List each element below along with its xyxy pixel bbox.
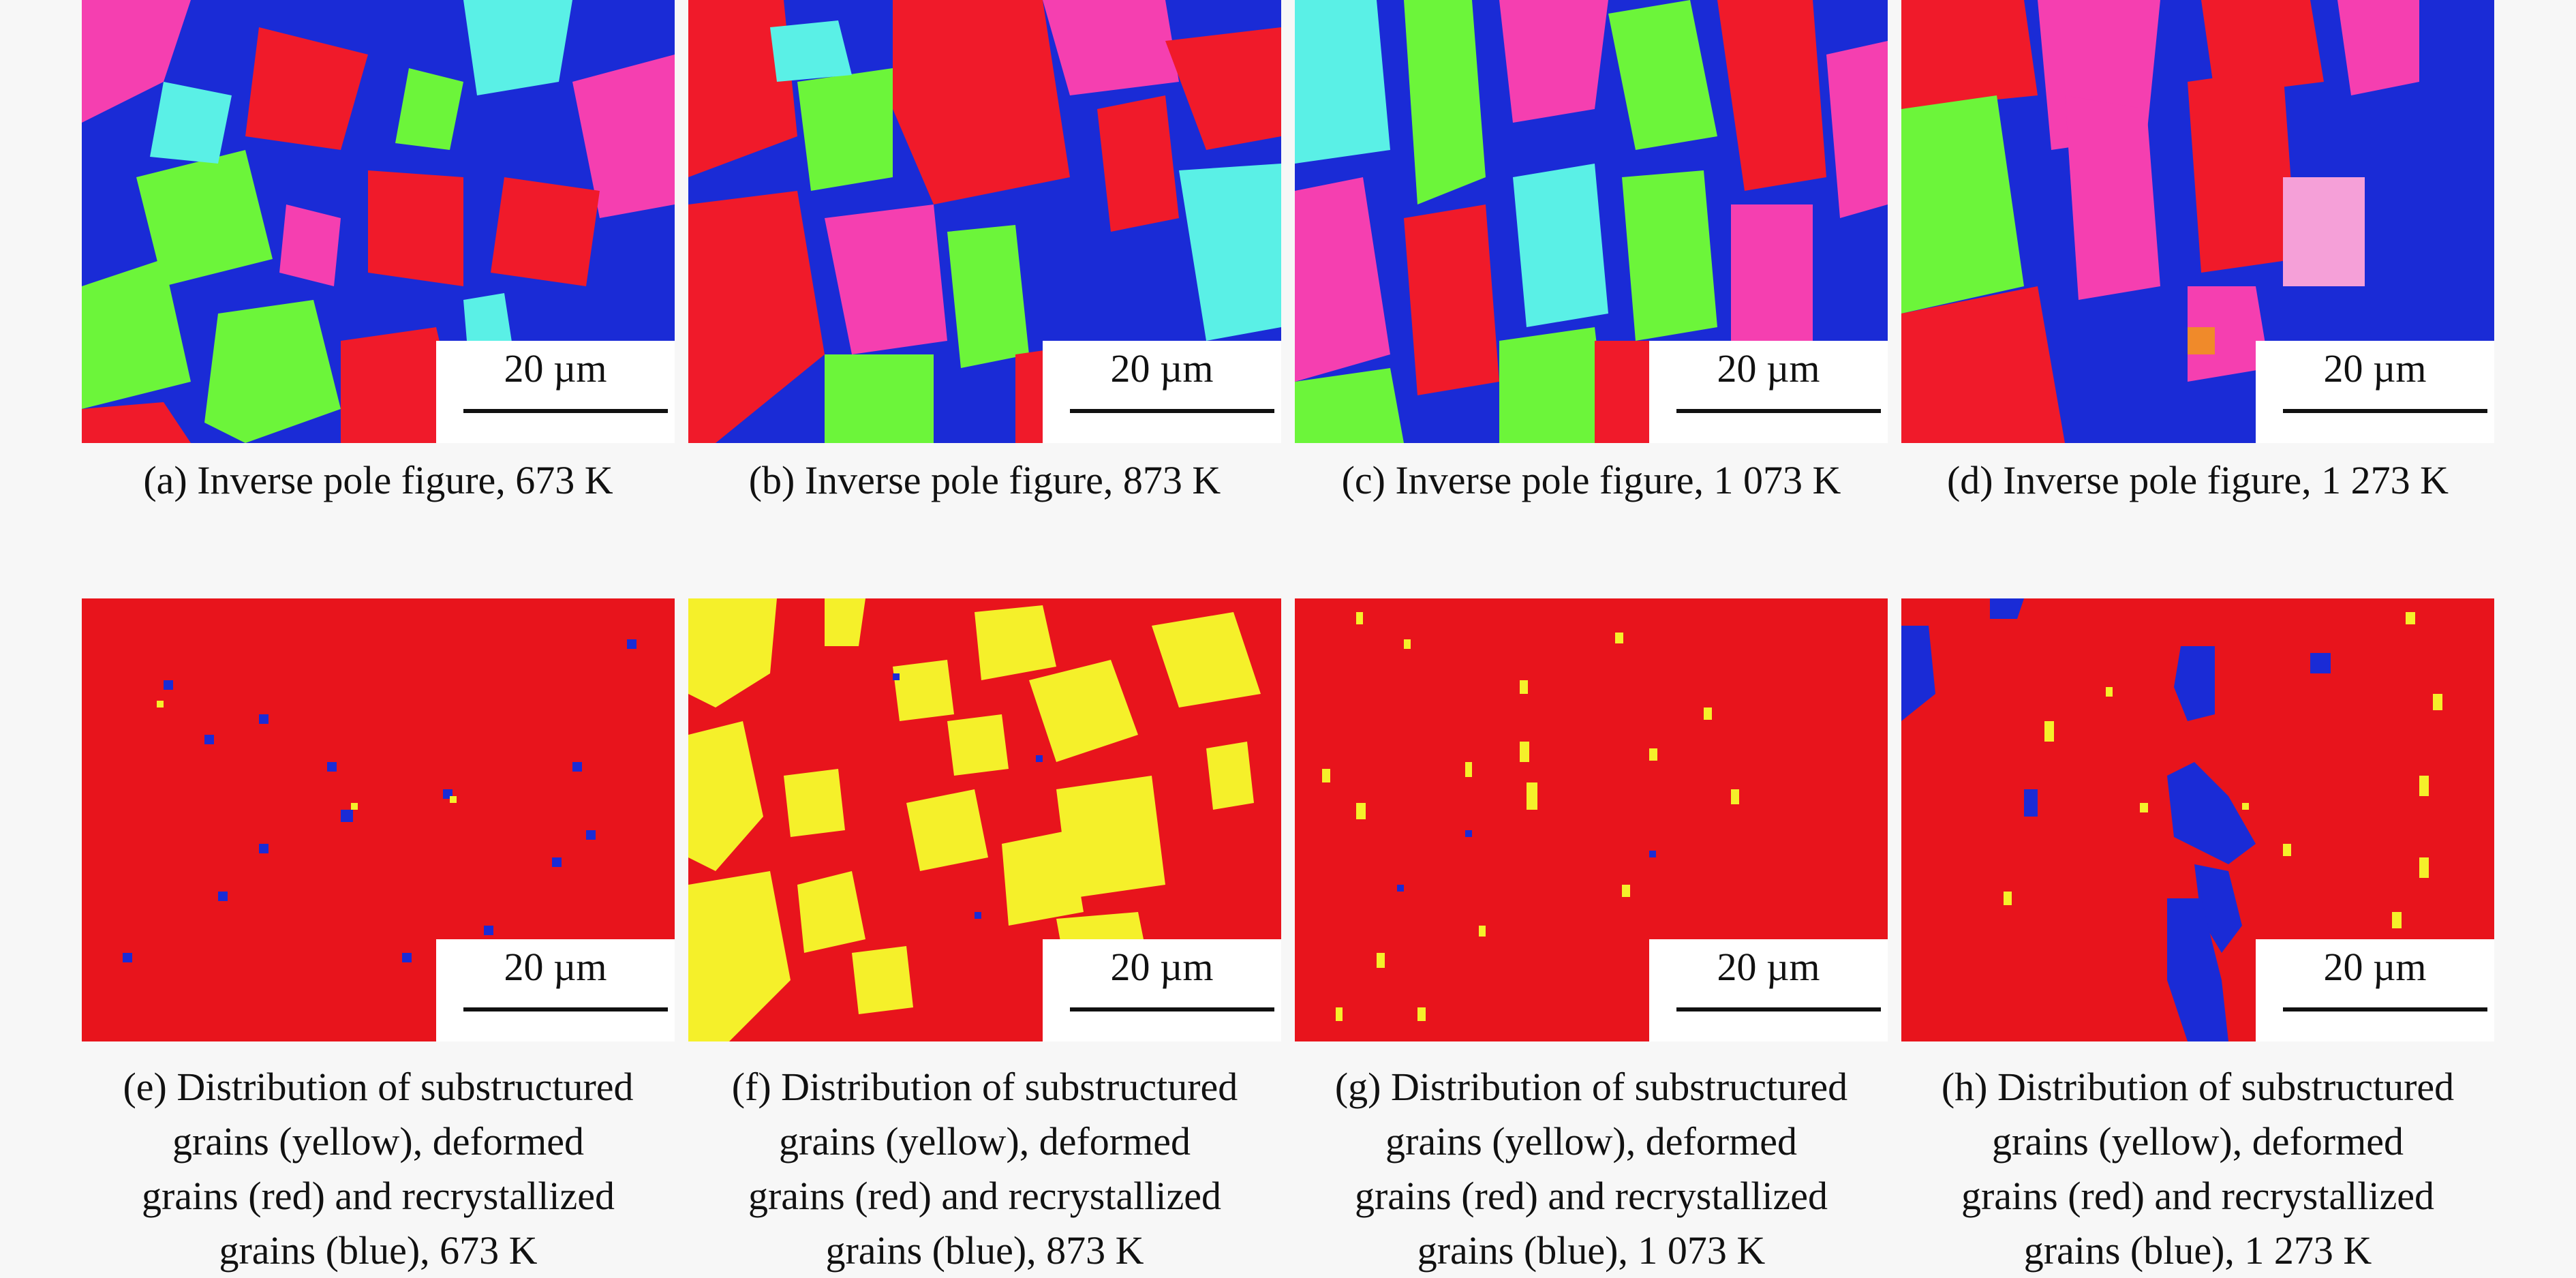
scale-bar-c: 20 µm (1649, 341, 1888, 443)
scale-bar-line (463, 1007, 668, 1011)
scale-bar-h: 20 µm (2256, 939, 2494, 1041)
scale-bar-label: 20 µm (2323, 346, 2427, 391)
ipf-grains-a (82, 0, 675, 443)
ipf-map-1273k: 20 µm (1901, 0, 2494, 443)
scale-bar-a: 20 µm (436, 341, 675, 443)
distribution-map-1273k: 20 µm (1901, 598, 2494, 1041)
caption-line: (e) Distribution of substructured (123, 1065, 634, 1109)
ipf-map-673k: 20 µm (82, 0, 675, 443)
caption-line: grains (red) and recrystallized (1961, 1174, 2435, 1218)
caption-line: grains (blue), 1 273 K (2023, 1228, 2372, 1273)
scale-bar-line (2283, 1007, 2487, 1011)
caption-a: (a) Inverse pole figure, 673 K (143, 458, 613, 502)
distribution-map-1073k: 20 µm (1295, 598, 1888, 1041)
scale-bar-label: 20 µm (1717, 945, 1820, 989)
scale-bar-label: 20 µm (1110, 346, 1214, 391)
caption-line: grains (yellow), deformed (1992, 1119, 2404, 1163)
ipf-map-873k: 20 µm (688, 0, 1281, 443)
scale-bar-line (1070, 409, 1274, 413)
scale-bar-label: 20 µm (2323, 945, 2427, 989)
caption-f: (f) Distribution of substructured grains… (675, 1060, 1295, 1278)
scale-bar-line (1676, 1007, 1881, 1011)
scale-bar-line (463, 409, 668, 413)
caption-line: grains (blue), 873 K (825, 1228, 1144, 1273)
caption-e: (e) Distribution of substructured grains… (68, 1060, 688, 1278)
scale-bar-line (1676, 409, 1881, 413)
scale-bar-line (1070, 1007, 1274, 1011)
scale-bar-label: 20 µm (1717, 346, 1820, 391)
scale-bar-line (2283, 409, 2487, 413)
scale-bar-label: 20 µm (504, 945, 607, 989)
caption-line: grains (red) and recrystallized (748, 1174, 1222, 1218)
caption-line: grains (red) and recrystallized (1354, 1174, 1828, 1218)
caption-line: grains (yellow), deformed (172, 1119, 584, 1163)
caption-h: (h) Distribution of substructured grains… (1888, 1060, 2508, 1278)
scale-bar-b: 20 µm (1043, 341, 1281, 443)
caption-d: (d) Inverse pole figure, 1 273 K (1946, 458, 2449, 502)
scale-bar-e: 20 µm (436, 939, 675, 1041)
ipf-grains-c (1295, 0, 1888, 443)
ipf-map-1073k: 20 µm (1295, 0, 1888, 443)
caption-line: (g) Distribution of substructured (1334, 1065, 1848, 1109)
caption-line: grains (blue), 1 073 K (1417, 1228, 1766, 1273)
caption-line: grains (yellow), deformed (779, 1119, 1191, 1163)
distribution-map-673k: 20 µm (82, 598, 675, 1041)
scale-bar-label: 20 µm (1110, 945, 1214, 989)
distribution-map-873k: 20 µm (688, 598, 1281, 1041)
caption-line: (h) Distribution of substructured (1941, 1065, 2455, 1109)
scale-bar-f: 20 µm (1043, 939, 1281, 1041)
caption-b: (b) Inverse pole figure, 873 K (748, 458, 1221, 502)
scale-bar-g: 20 µm (1649, 939, 1888, 1041)
caption-line: grains (blue), 673 K (219, 1228, 538, 1273)
caption-line: (f) Distribution of substructured (731, 1065, 1238, 1109)
caption-line: grains (yellow), deformed (1385, 1119, 1797, 1163)
caption-line: grains (red) and recrystallized (141, 1174, 615, 1218)
scale-bar-d: 20 µm (2256, 341, 2494, 443)
scale-bar-label: 20 µm (504, 346, 607, 391)
caption-g: (g) Distribution of substructured grains… (1281, 1060, 1901, 1278)
caption-c: (c) Inverse pole figure, 1 073 K (1341, 458, 1841, 502)
